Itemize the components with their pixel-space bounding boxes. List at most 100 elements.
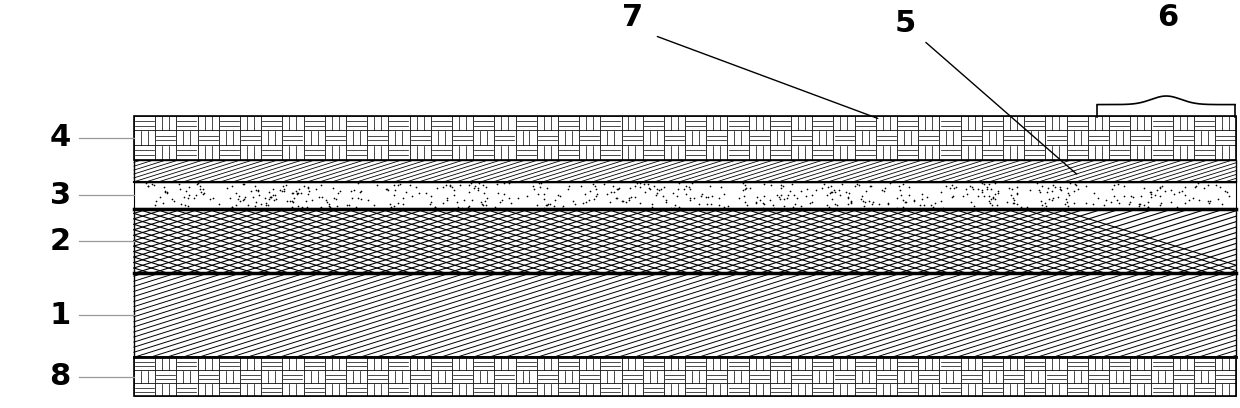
Point [348,195,368,201]
Point [247,186,267,193]
Point [961,198,981,205]
Bar [875,131,897,145]
Point [711,184,730,190]
Point [753,200,773,206]
Point [981,196,1001,202]
Point [962,185,982,192]
Bar [197,115,218,131]
Bar [558,145,579,160]
Point [291,204,311,211]
Point [528,191,548,197]
Point [283,197,303,204]
Bar [304,357,325,370]
Bar [940,383,961,396]
Bar [134,115,1236,160]
Point [931,197,951,204]
Point [208,201,228,207]
Bar [642,115,663,131]
Point [780,188,800,194]
Point [746,193,766,200]
Point [774,183,794,189]
Bar [239,145,262,160]
Point [656,197,676,204]
Point [260,194,280,201]
Point [904,198,924,204]
Point [802,191,822,198]
Point [621,194,641,200]
Bar [451,145,474,160]
Point [960,183,980,190]
Bar [1066,357,1087,370]
Bar [833,115,854,131]
Point [367,182,387,188]
Point [326,196,346,202]
Point [806,186,826,193]
Point [553,204,573,211]
Point [579,196,599,203]
Point [797,185,817,192]
Point [625,194,645,200]
Point [144,182,164,188]
Point [1194,185,1214,192]
Bar [982,370,1003,383]
Point [957,191,977,197]
Point [1084,189,1104,196]
Point [537,184,557,191]
Point [853,197,873,204]
Point [444,192,464,198]
Bar [940,145,961,160]
Point [386,187,405,194]
Point [644,182,663,189]
Point [1211,201,1231,207]
Point [606,195,626,201]
Point [289,186,309,193]
Bar [728,131,749,145]
Bar [134,182,1236,209]
Bar [1131,115,1152,131]
Bar [663,383,684,396]
Point [1174,192,1194,199]
Point [630,180,650,186]
Point [668,185,688,192]
Point [472,182,492,188]
Point [453,204,472,211]
Point [609,185,629,192]
Bar [1066,115,1087,131]
Bar [451,357,474,370]
Point [642,201,662,208]
Point [170,180,190,187]
Bar [749,145,770,160]
Point [425,204,445,211]
Point [923,204,942,210]
Point [771,192,791,198]
Text: 4: 4 [50,124,71,153]
Point [667,193,687,199]
Point [1151,184,1171,190]
Point [233,197,253,203]
Bar [1087,115,1109,131]
Bar [1066,145,1087,160]
Bar [134,273,1236,357]
Point [450,182,470,188]
Point [1118,201,1138,207]
Point [529,184,549,191]
Point [661,205,681,211]
Point [358,197,378,203]
Bar [474,115,495,131]
Bar [961,357,982,370]
Bar [1152,383,1173,396]
Point [1058,202,1078,209]
Point [425,204,445,211]
Bar [875,115,897,131]
Point [771,185,791,191]
Bar [134,273,1236,357]
Bar [304,145,325,160]
Point [330,188,350,194]
Point [893,180,913,187]
Bar [579,145,600,160]
Bar [749,131,770,145]
Bar [283,145,304,160]
Point [838,195,858,201]
Point [306,186,326,193]
Bar [621,357,642,370]
